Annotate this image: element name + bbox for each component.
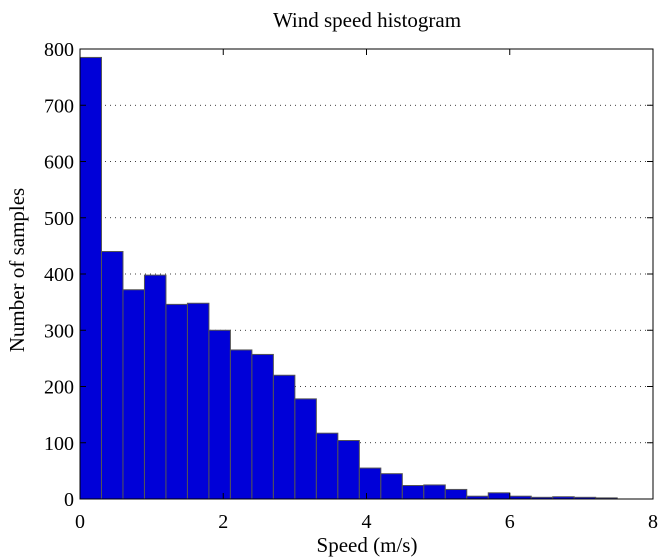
y-tick-label-400: 400	[44, 264, 74, 286]
histogram-bar-19	[487, 492, 511, 500]
y-tick-label-100: 100	[44, 433, 74, 455]
x-tick-label-2: 2	[218, 511, 228, 533]
x-tick-label-4: 4	[362, 511, 372, 533]
y-tick-label-800: 800	[44, 39, 74, 61]
y-axis-title: Number of samples	[5, 188, 29, 352]
x-tick-label-6: 6	[505, 511, 515, 533]
histogram-bar-10	[294, 398, 317, 500]
histogram-bar-8	[251, 353, 274, 500]
histogram-bar-4	[165, 303, 188, 500]
y-axis-ticks: 0 100 200 300 400 500 600 700 800	[44, 39, 653, 511]
histogram-bar-13	[358, 467, 382, 500]
y-tick-label-700: 700	[44, 95, 74, 117]
histogram-bar-6	[208, 329, 231, 500]
y-tick-label-300: 300	[44, 320, 74, 342]
y-tick-label-0: 0	[64, 489, 74, 511]
histogram-bar-1	[100, 251, 124, 500]
y-tick-label-600: 600	[44, 152, 74, 174]
histogram-bar-16	[423, 484, 446, 500]
histogram-bar-12	[337, 440, 360, 500]
chart-title: Wind speed histogram	[273, 8, 461, 32]
histogram-bar-15	[401, 485, 425, 500]
histogram-bar-7	[229, 349, 253, 500]
y-tick-label-500: 500	[44, 208, 74, 230]
x-axis-ticks: 0 2 4 6 8	[75, 49, 658, 533]
histogram-bar-3	[143, 274, 167, 500]
histogram-bars	[79, 56, 618, 500]
histogram-bar-5	[186, 302, 210, 500]
y-tick-label-200: 200	[44, 377, 74, 399]
histogram-bar-9	[272, 374, 296, 500]
histogram-bar-0	[79, 56, 102, 500]
x-tick-label-8: 8	[648, 511, 658, 533]
x-axis-title: Speed (m/s)	[317, 533, 418, 557]
x-tick-label-0: 0	[75, 511, 85, 533]
histogram-bar-17	[444, 488, 468, 500]
histogram-bar-2	[122, 289, 145, 500]
histogram-bar-14	[380, 473, 403, 500]
histogram-bar-11	[315, 432, 339, 500]
